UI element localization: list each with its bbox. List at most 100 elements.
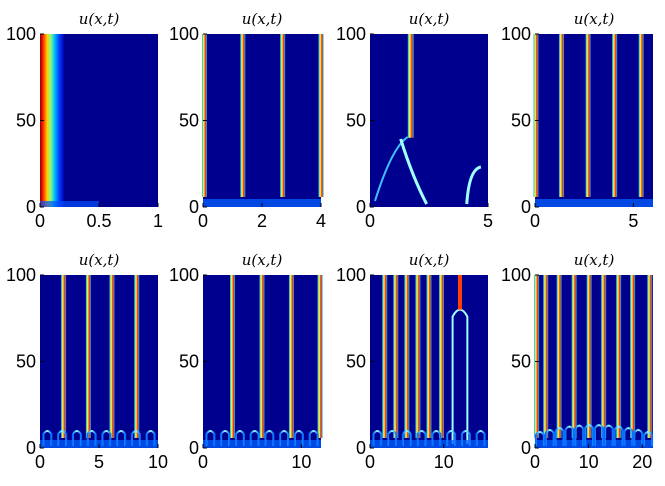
stripe — [289, 275, 294, 438]
transient-arch — [86, 430, 97, 446]
stripe — [382, 275, 388, 438]
y-tick-label: 50 — [16, 111, 36, 131]
stripe — [601, 275, 607, 438]
transient-arch — [71, 430, 82, 446]
y-tick-label: 50 — [16, 352, 36, 372]
stripe — [638, 34, 644, 197]
transient-arch — [42, 430, 53, 446]
transient-arch — [564, 425, 575, 446]
panel-5: u(x,t) 0 50 100 0 5 10 — [6, 251, 168, 472]
base-band — [535, 199, 653, 207]
panel-8: u(x,t) 0 50 100 0 10 20 — [501, 251, 654, 472]
transient-arch — [633, 428, 644, 446]
transient-arch — [554, 427, 565, 446]
transient-arch — [613, 425, 624, 446]
stripe — [404, 275, 410, 438]
stripe — [586, 275, 592, 438]
x-tick-label: 10 — [579, 452, 599, 472]
y-tick-label: 100 — [169, 265, 199, 285]
x-tick-label: 0 — [530, 211, 540, 231]
transient-arch — [234, 430, 245, 446]
panel-title: u(x,t) — [79, 251, 120, 269]
transient-arch — [372, 430, 383, 446]
transient-arch — [584, 424, 595, 446]
y-tick-label: 50 — [511, 352, 531, 372]
transient-arch — [101, 430, 112, 446]
stripe — [393, 275, 399, 438]
stripe — [259, 275, 265, 438]
plot-area — [40, 275, 158, 448]
y-tick-label: 100 — [336, 265, 366, 285]
stripe-curve — [399, 138, 428, 205]
stripe — [457, 275, 462, 310]
stripe — [612, 34, 618, 197]
base-band — [203, 440, 321, 448]
stripe — [647, 275, 653, 438]
transient-arch — [643, 430, 654, 446]
panel-7: u(x,t) 0 50 100 0 10 — [336, 251, 488, 472]
stripe — [559, 34, 565, 197]
x-tick-label: 4 — [316, 211, 326, 231]
stripe — [556, 275, 562, 438]
stripe — [439, 275, 445, 438]
y-tick-label: 0 — [521, 438, 531, 458]
transient-arch — [401, 430, 412, 446]
panel-4: u(x,t) 0 50 100 0 5 — [501, 10, 653, 231]
panel-title: u(x,t) — [574, 10, 615, 28]
x-tick-label: 0 — [35, 211, 45, 231]
transient-arch — [220, 430, 231, 446]
y-tick-label: 0 — [356, 197, 366, 217]
stripe-curve — [465, 165, 482, 205]
stripe — [534, 275, 540, 438]
x-tick-label: 0 — [530, 452, 540, 472]
transient-arch — [387, 430, 398, 446]
x-tick-label: 10 — [148, 452, 168, 472]
stripe — [317, 275, 323, 438]
x-tick-label: 20 — [632, 452, 652, 472]
plot-area — [535, 275, 653, 448]
transient-arch — [475, 430, 486, 446]
panel-title: u(x,t) — [79, 10, 120, 28]
y-tick-label: 100 — [169, 24, 199, 44]
y-tick-label: 0 — [356, 438, 366, 458]
y-tick-label: 0 — [189, 438, 199, 458]
panel-title: u(x,t) — [242, 10, 283, 28]
transient-arch — [279, 430, 290, 446]
stripe — [109, 275, 115, 438]
y-tick-label: 100 — [336, 24, 366, 44]
y-tick-label: 50 — [346, 352, 366, 372]
plot-area — [370, 34, 488, 207]
y-tick-label: 100 — [501, 265, 531, 285]
panel-2: u(x,t) 0 50 100 0 2 4 — [169, 10, 326, 231]
transient-arch — [460, 430, 471, 446]
stripe-curve — [374, 136, 409, 202]
x-tick-label: 0 — [198, 211, 208, 231]
x-tick-label: 10 — [434, 452, 454, 472]
stripe — [407, 34, 414, 138]
plot-area — [203, 34, 321, 207]
x-tick-label: 1 — [153, 211, 163, 231]
y-tick-label: 0 — [26, 197, 36, 217]
panel-1: u(x,t) 0 50 100 0 0.5 1 — [6, 10, 163, 231]
y-tick-label: 50 — [179, 111, 199, 131]
stripe — [533, 34, 539, 197]
x-tick-label: 5 — [628, 211, 638, 231]
panel-title: u(x,t) — [242, 251, 283, 269]
transient-arch — [593, 424, 604, 446]
x-tick-label: 2 — [257, 211, 267, 231]
transient-arch — [446, 430, 457, 446]
x-tick-label: 0 — [35, 452, 45, 472]
x-tick-label: 0 — [365, 211, 375, 231]
x-tick-label: 5 — [483, 211, 493, 231]
base-band — [40, 201, 99, 207]
x-tick-label: 0 — [365, 452, 375, 472]
x-tick-label: 0 — [198, 452, 208, 472]
stripe — [240, 34, 246, 197]
transient-arch — [544, 428, 555, 446]
panel-title: u(x,t) — [409, 10, 450, 28]
transient-arch — [574, 424, 585, 446]
plot-area — [535, 34, 653, 207]
transient-arch — [264, 430, 275, 446]
transient-arch — [116, 430, 127, 446]
